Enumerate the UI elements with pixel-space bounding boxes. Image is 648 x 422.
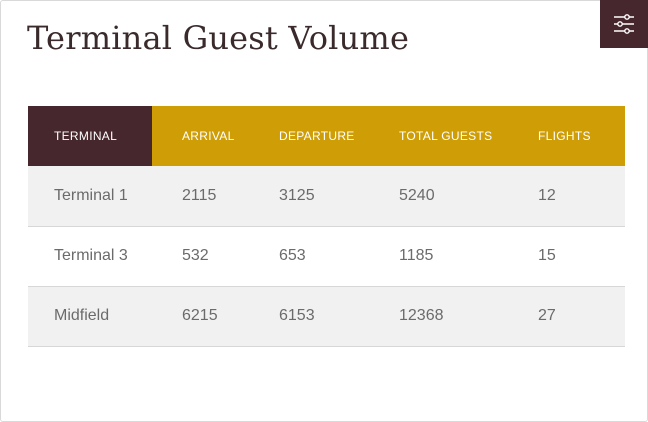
column-header-arrival[interactable]: ARRIVAL (152, 106, 249, 166)
table-row: Midfield 6215 6153 12368 27 (28, 286, 625, 347)
table-header-row: TERMINAL ARRIVAL DEPARTURE TOTAL GUESTS … (28, 106, 625, 166)
table-row: Terminal 1 2115 3125 5240 12 (28, 166, 625, 227)
cell-flights: 27 (508, 286, 625, 347)
cell-flights: 15 (508, 226, 625, 287)
cell-total-guests: 12368 (369, 286, 508, 347)
terminal-volume-table: TERMINAL ARRIVAL DEPARTURE TOTAL GUESTS … (28, 106, 625, 347)
cell-departure: 653 (249, 226, 369, 287)
cell-total-guests: 1185 (369, 226, 508, 287)
cell-departure: 3125 (249, 166, 369, 227)
column-header-terminal[interactable]: TERMINAL (28, 106, 152, 166)
cell-total-guests: 5240 (369, 166, 508, 227)
cell-terminal: Midfield (28, 286, 152, 347)
cell-arrival: 6215 (152, 286, 249, 347)
column-header-flights[interactable]: FLIGHTS (508, 106, 625, 166)
sliders-icon (614, 14, 634, 34)
cell-terminal: Terminal 1 (28, 166, 152, 227)
column-header-departure[interactable]: DEPARTURE (249, 106, 369, 166)
page-title: Terminal Guest Volume (27, 19, 410, 57)
cell-arrival: 2115 (152, 166, 249, 227)
settings-button[interactable] (600, 0, 648, 48)
cell-arrival: 532 (152, 226, 249, 287)
cell-departure: 6153 (249, 286, 369, 347)
cell-flights: 12 (508, 166, 625, 227)
table-row: Terminal 3 532 653 1185 15 (28, 226, 625, 287)
column-header-total-guests[interactable]: TOTAL GUESTS (369, 106, 508, 166)
cell-terminal: Terminal 3 (28, 226, 152, 287)
